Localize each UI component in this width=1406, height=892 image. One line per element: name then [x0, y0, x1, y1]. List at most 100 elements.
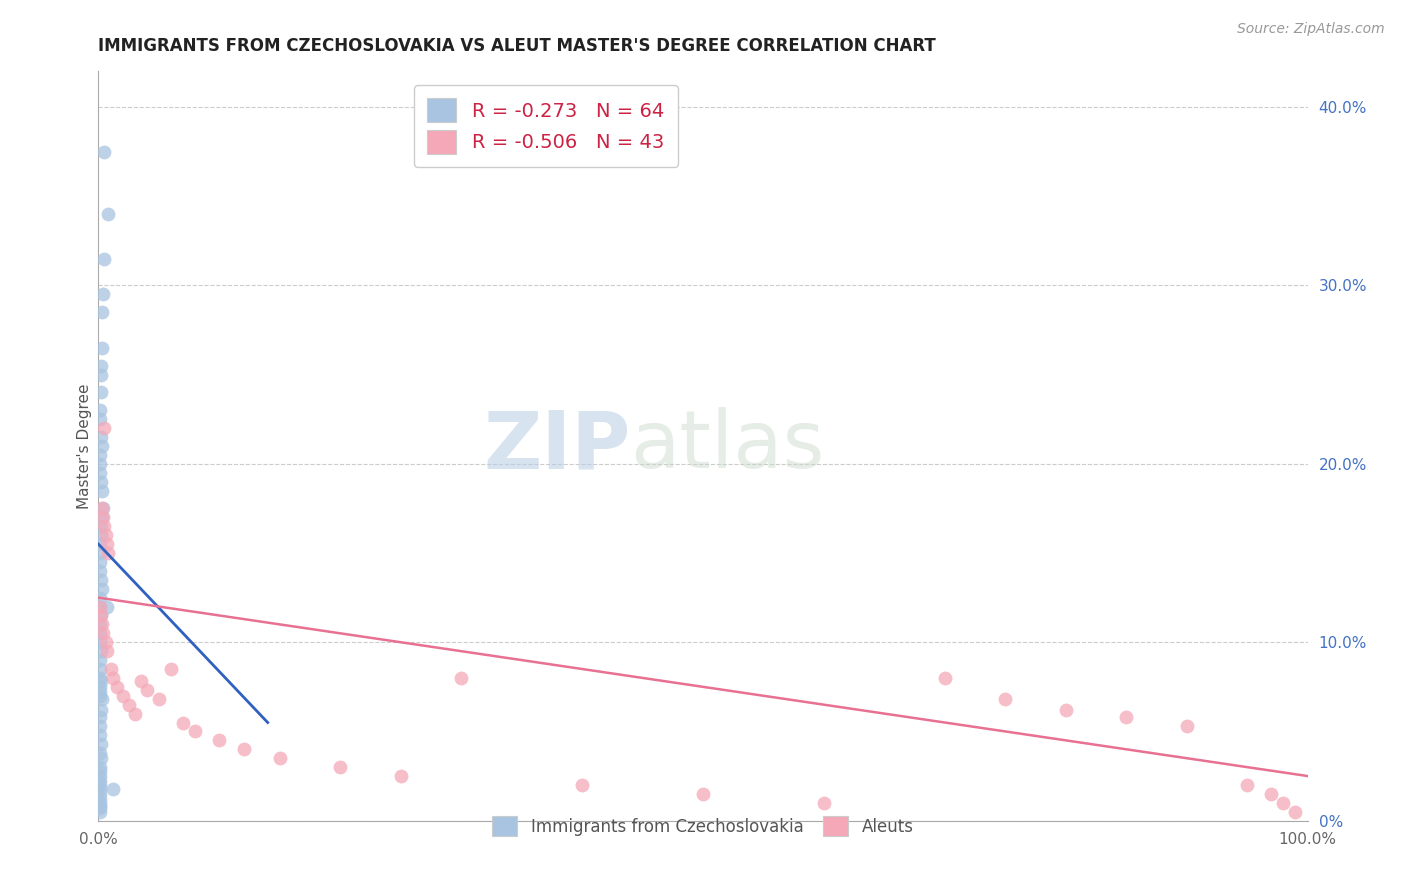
Point — [90, 359, 112, 373]
Point — [90, 430, 112, 444]
Point — [94, 528, 117, 542]
Point — [89, 412, 111, 426]
Point — [90, 573, 112, 587]
Point — [89, 599, 111, 614]
Point — [97, 546, 120, 560]
Point — [89, 653, 111, 667]
Point — [89, 764, 111, 778]
Point — [93, 519, 115, 533]
Point — [118, 698, 141, 712]
Point — [148, 692, 170, 706]
Point — [89, 760, 111, 774]
Point — [269, 751, 291, 765]
Point — [692, 787, 714, 801]
Point — [90, 703, 112, 717]
Point — [89, 805, 111, 819]
Point — [232, 742, 254, 756]
Point — [329, 760, 352, 774]
Point — [89, 599, 111, 614]
Y-axis label: Master's Degree: Master's Degree — [77, 384, 91, 508]
Point — [1236, 778, 1258, 792]
Point — [89, 769, 111, 783]
Point — [89, 564, 111, 578]
Point — [91, 287, 114, 301]
Point — [96, 537, 118, 551]
Point — [90, 644, 112, 658]
Point — [89, 626, 111, 640]
Point — [90, 528, 112, 542]
Point — [90, 751, 112, 765]
Point — [91, 626, 114, 640]
Point — [89, 796, 111, 810]
Point — [124, 706, 146, 721]
Point — [90, 385, 112, 400]
Point — [89, 787, 111, 801]
Point — [1284, 805, 1306, 819]
Point — [89, 546, 111, 560]
Point — [89, 680, 111, 694]
Point — [208, 733, 231, 747]
Point — [89, 719, 111, 733]
Point — [160, 662, 183, 676]
Point — [91, 501, 114, 516]
Point — [91, 510, 114, 524]
Point — [100, 662, 122, 676]
Point — [89, 685, 111, 699]
Text: ZIP: ZIP — [484, 407, 630, 485]
Point — [89, 403, 111, 417]
Point — [89, 792, 111, 806]
Point — [93, 145, 115, 159]
Point — [934, 671, 956, 685]
Point — [89, 662, 111, 676]
Legend: Immigrants from Czechoslovakia, Aleuts: Immigrants from Czechoslovakia, Aleuts — [479, 803, 927, 850]
Point — [89, 457, 111, 471]
Point — [129, 674, 152, 689]
Point — [96, 644, 118, 658]
Point — [90, 674, 112, 689]
Point — [91, 617, 114, 632]
Point — [571, 778, 593, 792]
Point — [89, 799, 111, 814]
Point — [89, 710, 111, 724]
Point — [91, 439, 114, 453]
Point — [89, 746, 111, 760]
Point — [94, 635, 117, 649]
Point — [93, 421, 115, 435]
Point — [90, 737, 112, 751]
Point — [89, 635, 111, 649]
Point — [91, 341, 114, 355]
Point — [89, 728, 111, 742]
Point — [89, 801, 111, 815]
Point — [813, 796, 835, 810]
Point — [93, 252, 115, 266]
Point — [1260, 787, 1282, 801]
Point — [89, 774, 111, 789]
Point — [994, 692, 1017, 706]
Point — [89, 591, 111, 605]
Point — [89, 617, 111, 632]
Point — [89, 689, 111, 703]
Point — [91, 510, 114, 524]
Point — [1054, 703, 1077, 717]
Point — [101, 781, 124, 796]
Point — [89, 448, 111, 462]
Point — [91, 501, 114, 516]
Point — [184, 724, 207, 739]
Point — [90, 519, 112, 533]
Point — [172, 715, 194, 730]
Point — [91, 582, 114, 596]
Point — [91, 305, 114, 319]
Point — [96, 599, 118, 614]
Point — [1175, 719, 1198, 733]
Point — [135, 683, 157, 698]
Point — [90, 608, 112, 623]
Point — [1272, 796, 1295, 810]
Point — [111, 689, 134, 703]
Point — [89, 466, 111, 480]
Point — [89, 778, 111, 792]
Point — [89, 781, 111, 796]
Text: Source: ZipAtlas.com: Source: ZipAtlas.com — [1237, 22, 1385, 37]
Point — [450, 671, 472, 685]
Point — [105, 680, 128, 694]
Point — [90, 475, 112, 489]
